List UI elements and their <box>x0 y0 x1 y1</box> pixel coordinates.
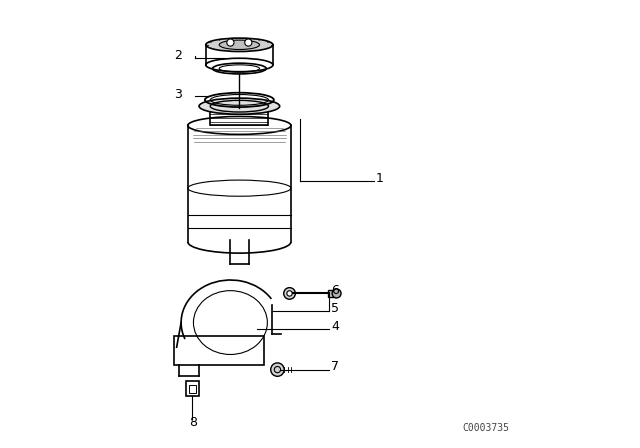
Ellipse shape <box>206 38 273 52</box>
Text: 3: 3 <box>174 88 182 101</box>
Ellipse shape <box>332 289 341 298</box>
Text: 2: 2 <box>174 49 182 62</box>
Text: 6: 6 <box>332 284 339 297</box>
Ellipse shape <box>199 98 280 114</box>
Text: 4: 4 <box>332 320 339 333</box>
Circle shape <box>244 39 252 46</box>
Circle shape <box>284 288 296 299</box>
Circle shape <box>271 363 284 376</box>
Text: 1: 1 <box>376 172 384 185</box>
Circle shape <box>287 291 292 296</box>
Bar <box>210 110 269 125</box>
Bar <box>174 336 264 365</box>
Text: 8: 8 <box>189 417 197 430</box>
Ellipse shape <box>219 40 260 50</box>
Text: 5: 5 <box>332 302 339 315</box>
Circle shape <box>227 39 234 46</box>
Text: C0003735: C0003735 <box>462 423 509 433</box>
Bar <box>186 381 198 396</box>
Bar <box>328 290 336 297</box>
Bar <box>189 385 196 393</box>
Text: 7: 7 <box>332 361 339 374</box>
